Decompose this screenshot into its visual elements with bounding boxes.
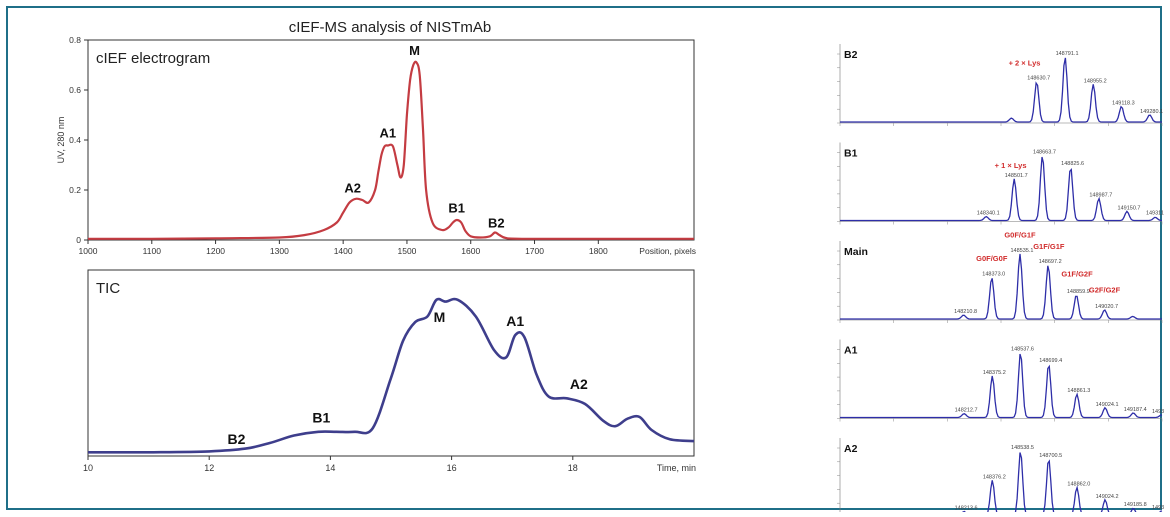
- ms-mass-label: 148700.5: [1039, 453, 1062, 459]
- ms-mass-label: 148825.6: [1061, 161, 1084, 167]
- ms-glycoform-label: G0F/G1F: [1004, 231, 1036, 240]
- cief-x-tick-label: 1400: [334, 246, 353, 256]
- cief-x-tick-label: 1700: [525, 246, 544, 256]
- cief-y-tick-label: 0.4: [69, 135, 81, 145]
- cief-y-tick-label: 0.8: [69, 35, 81, 45]
- ms-trace: [840, 354, 1162, 417]
- ms-glycoform-label: + 2 × Lys: [1009, 58, 1041, 67]
- tic-trace: [88, 299, 694, 452]
- ms-mass-label: 148340.1: [977, 211, 1000, 217]
- tic-peak-label: B1: [312, 410, 330, 426]
- ms-glycoform-label: G2F/G2F: [1089, 285, 1121, 294]
- cief-peak-label: A1: [379, 126, 396, 141]
- cief-y-tick-label: 0.6: [69, 85, 81, 95]
- figure-canvas: cIEF-MS analysis of NISTmAb cIEF electro…: [8, 8, 1164, 512]
- ms-spectrum-a2: A2 148538.5 148700.5 148376.2 148862.0 149024…: [837, 438, 1164, 512]
- ms-glycoform-label: G1F/G2F: [1061, 270, 1093, 279]
- cief-y-tick-label: 0.2: [69, 185, 81, 195]
- cief-peak-label: B1: [448, 201, 465, 216]
- ms-mass-label: 148791.1: [1056, 51, 1079, 57]
- ms-mass-label: 148955.2: [1084, 78, 1107, 84]
- cief-electrogram-panel: cIEF electrogram 0 0.2 0.4 0.6 0.8 UV, 280 nm 1…: [56, 35, 696, 256]
- ms-spectrum-b2: B2 148791.1 148630.7 148955.2 149118.3 149280…: [837, 44, 1163, 126]
- cief-x-tick-label: 1000: [79, 246, 98, 256]
- cief-peak-label: B2: [488, 216, 505, 231]
- ms-mass-label: 148376.2: [983, 474, 1006, 480]
- cief-trace: [88, 62, 694, 239]
- ms-mass-label: 148375.2: [983, 370, 1006, 376]
- ms-mass-label: 148663.7: [1033, 150, 1056, 156]
- ms-mass-label: 149185.8: [1124, 502, 1147, 508]
- ms-mass-label: 149020.7: [1095, 304, 1118, 310]
- ms-mass-label: 148212.7: [955, 408, 978, 414]
- figure-title: cIEF-MS analysis of NISTmAb: [289, 19, 492, 36]
- ms-spectrum-main: Main 148535.1 148697.2 148373.0 148859.9 1490…: [837, 231, 1162, 323]
- cief-peak-label: M: [409, 43, 420, 58]
- ms-mass-label: 148862.0: [1067, 481, 1090, 487]
- cief-x-tick-label: 1300: [270, 246, 289, 256]
- ms-mass-label: 148373.0: [982, 271, 1005, 277]
- cief-x-tick-label: 1600: [461, 246, 480, 256]
- cief-peak-label: A2: [344, 181, 361, 196]
- cief-x-tick-label: 1800: [589, 246, 608, 256]
- cief-x-tick-label: 1500: [397, 246, 416, 256]
- ms-panel-label: B2: [844, 49, 858, 61]
- ms-mass-label: 148697.2: [1039, 259, 1062, 265]
- tic-panel-label: TIC: [96, 280, 120, 297]
- ms-panel-label: Main: [844, 246, 868, 258]
- ms-mass-label: 148630.7: [1027, 76, 1050, 82]
- tic-plot-frame: [88, 270, 694, 456]
- ms-mass-label: 148213.6: [955, 505, 978, 511]
- cief-x-axis-label: Position, pixels: [639, 246, 696, 256]
- cief-x-tick-label: 1200: [206, 246, 225, 256]
- ms-mass-label: 149150.7: [1118, 205, 1141, 211]
- ms-trace: [840, 453, 1162, 512]
- ms-panel-label: B1: [844, 148, 858, 160]
- ms-mass-label: 149024.1: [1096, 402, 1119, 408]
- tic-peak-label: A1: [506, 313, 524, 329]
- tic-x-tick-label: 14: [325, 463, 335, 473]
- ms-spectrum-a1: A1 148537.6 148699.4 148375.2 148861.3 149024…: [837, 340, 1164, 422]
- ms-glycoform-label: + 1 × Lys: [995, 161, 1027, 170]
- ms-mass-label: 149347.4: [1152, 505, 1164, 511]
- ms-mass-label: 148537.6: [1011, 347, 1034, 353]
- ms-mass-label: 148210.8: [954, 309, 977, 315]
- ms-mass-label: 149280.1: [1140, 109, 1163, 115]
- tic-x-axis-label: Time, min: [657, 463, 696, 473]
- tic-peak-label: A2: [570, 376, 588, 392]
- ms-glycoform-label: G1F/G1F: [1033, 242, 1065, 251]
- cief-y-tick-label: 0: [76, 235, 81, 245]
- tic-x-tick-label: 16: [447, 463, 457, 473]
- tic-x-tick-label: 10: [83, 463, 93, 473]
- ms-mass-label: 149187.4: [1124, 407, 1147, 413]
- tic-x-tick-label: 12: [204, 463, 214, 473]
- ms-mass-label: 148699.4: [1039, 358, 1062, 364]
- ms-mass-label: 149311.9: [1146, 211, 1164, 217]
- ms-mass-label: 149024.2: [1096, 494, 1119, 500]
- tic-x-tick-label: 18: [568, 463, 578, 473]
- ms-panel-label: A1: [844, 345, 858, 357]
- ms-mass-label: 148987.7: [1089, 192, 1112, 198]
- cief-x-tick-label: 1100: [143, 246, 162, 256]
- ms-mass-label: 149347.7: [1152, 409, 1164, 415]
- ms-mass-label: 149118.3: [1112, 100, 1135, 106]
- ms-mass-label: 148501.7: [1005, 173, 1028, 179]
- ms-glycoform-label: G0F/G0F: [976, 254, 1008, 263]
- tic-peak-label: M: [434, 309, 446, 325]
- ms-panel-label: A2: [844, 443, 858, 455]
- ms-mass-label: 148535.1: [1010, 248, 1033, 254]
- ms-mass-label: 148861.3: [1067, 388, 1090, 394]
- cief-y-axis-label: UV, 280 nm: [56, 117, 66, 164]
- ms-mass-label: 148538.5: [1011, 445, 1034, 451]
- ms-trace: [840, 58, 1162, 122]
- tic-peak-label: B2: [228, 431, 246, 447]
- ms-mass-label: 148859.9: [1067, 289, 1090, 295]
- figure-frame: cIEF-MS analysis of NISTmAb cIEF electro…: [6, 6, 1162, 510]
- tic-panel: TIC 10 12 14 16 18 Time, min B2 B1 M A1 A2: [83, 270, 696, 473]
- ms-spectrum-b1: B1 148663.7 148825.6 148501.7 148987.7 149150…: [837, 143, 1164, 225]
- cief-panel-label: cIEF electrogram: [96, 50, 210, 67]
